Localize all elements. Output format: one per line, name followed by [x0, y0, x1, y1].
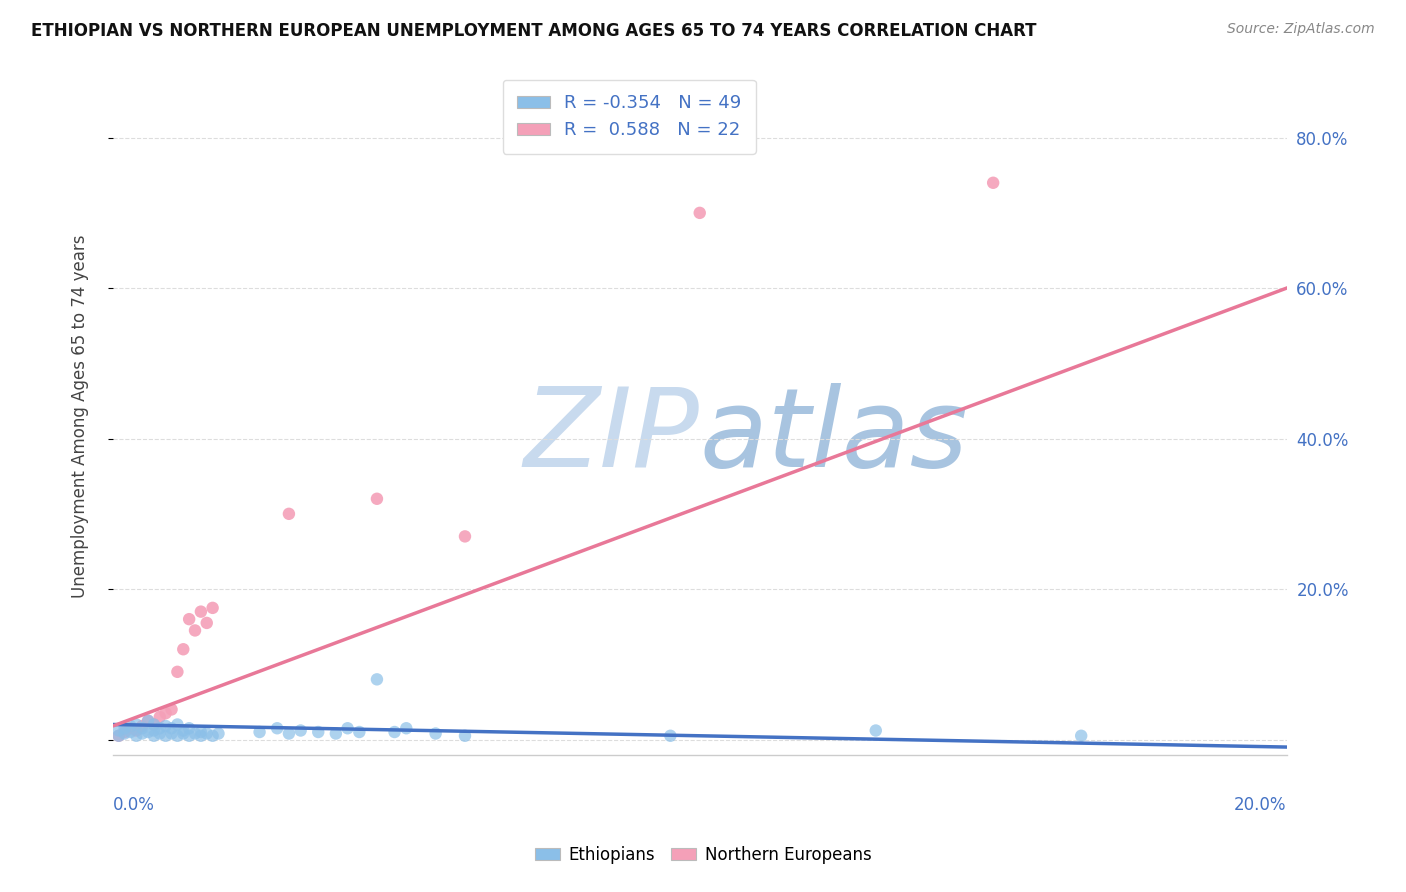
Point	[689, 206, 711, 220]
Point	[160, 702, 183, 716]
Point	[166, 729, 188, 743]
Point	[142, 717, 165, 731]
Text: ETHIOPIAN VS NORTHERN EUROPEAN UNEMPLOYMENT AMONG AGES 65 TO 74 YEARS CORRELATIO: ETHIOPIAN VS NORTHERN EUROPEAN UNEMPLOYM…	[31, 22, 1036, 40]
Point	[120, 719, 142, 733]
Point	[266, 721, 288, 735]
Point	[384, 725, 406, 739]
Point	[172, 726, 194, 740]
Point	[114, 721, 136, 735]
Point	[249, 725, 271, 739]
Legend: R = -0.354   N = 49, R =  0.588   N = 22: R = -0.354 N = 49, R = 0.588 N = 22	[503, 79, 756, 153]
Point	[395, 721, 418, 735]
Point	[155, 706, 177, 721]
Point	[179, 729, 201, 743]
Point	[190, 725, 212, 739]
Text: 20.0%: 20.0%	[1234, 796, 1286, 814]
Text: Source: ZipAtlas.com: Source: ZipAtlas.com	[1227, 22, 1375, 37]
Point	[865, 723, 887, 738]
Point	[190, 729, 212, 743]
Point	[981, 176, 1004, 190]
Point	[149, 721, 172, 735]
Point	[142, 717, 165, 731]
Point	[659, 729, 682, 743]
Point	[336, 721, 359, 735]
Point	[155, 719, 177, 733]
Point	[107, 723, 129, 738]
Point	[142, 723, 165, 738]
Point	[454, 729, 477, 743]
Y-axis label: Unemployment Among Ages 65 to 74 years: Unemployment Among Ages 65 to 74 years	[72, 235, 89, 598]
Point	[166, 717, 188, 731]
Point	[136, 714, 159, 728]
Point	[290, 723, 312, 738]
Point	[1070, 729, 1092, 743]
Text: 0.0%: 0.0%	[112, 796, 155, 814]
Point	[131, 719, 153, 733]
Point	[277, 507, 299, 521]
Point	[325, 726, 347, 740]
Point	[179, 721, 201, 735]
Text: atlas: atlas	[700, 383, 969, 490]
Point	[195, 726, 218, 740]
Point	[136, 714, 159, 728]
Point	[149, 726, 172, 740]
Point	[179, 612, 201, 626]
Point	[172, 723, 194, 738]
Point	[277, 726, 299, 740]
Point	[120, 721, 142, 735]
Point	[195, 615, 218, 630]
Point	[107, 729, 129, 743]
Point	[155, 729, 177, 743]
Point	[125, 723, 148, 738]
Text: ZIP: ZIP	[524, 383, 700, 490]
Point	[160, 726, 183, 740]
Point	[207, 726, 229, 740]
Point	[107, 729, 129, 743]
Point	[184, 624, 207, 638]
Point	[131, 721, 153, 735]
Point	[184, 726, 207, 740]
Point	[172, 642, 194, 657]
Legend: Ethiopians, Northern Europeans: Ethiopians, Northern Europeans	[529, 839, 877, 871]
Point	[349, 725, 371, 739]
Point	[114, 726, 136, 740]
Point	[201, 600, 224, 615]
Point	[114, 725, 136, 739]
Point	[190, 605, 212, 619]
Point	[166, 665, 188, 679]
Point	[201, 729, 224, 743]
Point	[131, 726, 153, 740]
Point	[454, 529, 477, 543]
Point	[307, 725, 329, 739]
Point	[425, 726, 447, 740]
Point	[366, 673, 388, 687]
Point	[125, 717, 148, 731]
Point	[136, 725, 159, 739]
Point	[120, 725, 142, 739]
Point	[160, 721, 183, 735]
Point	[125, 729, 148, 743]
Point	[149, 710, 172, 724]
Point	[366, 491, 388, 506]
Point	[142, 729, 165, 743]
